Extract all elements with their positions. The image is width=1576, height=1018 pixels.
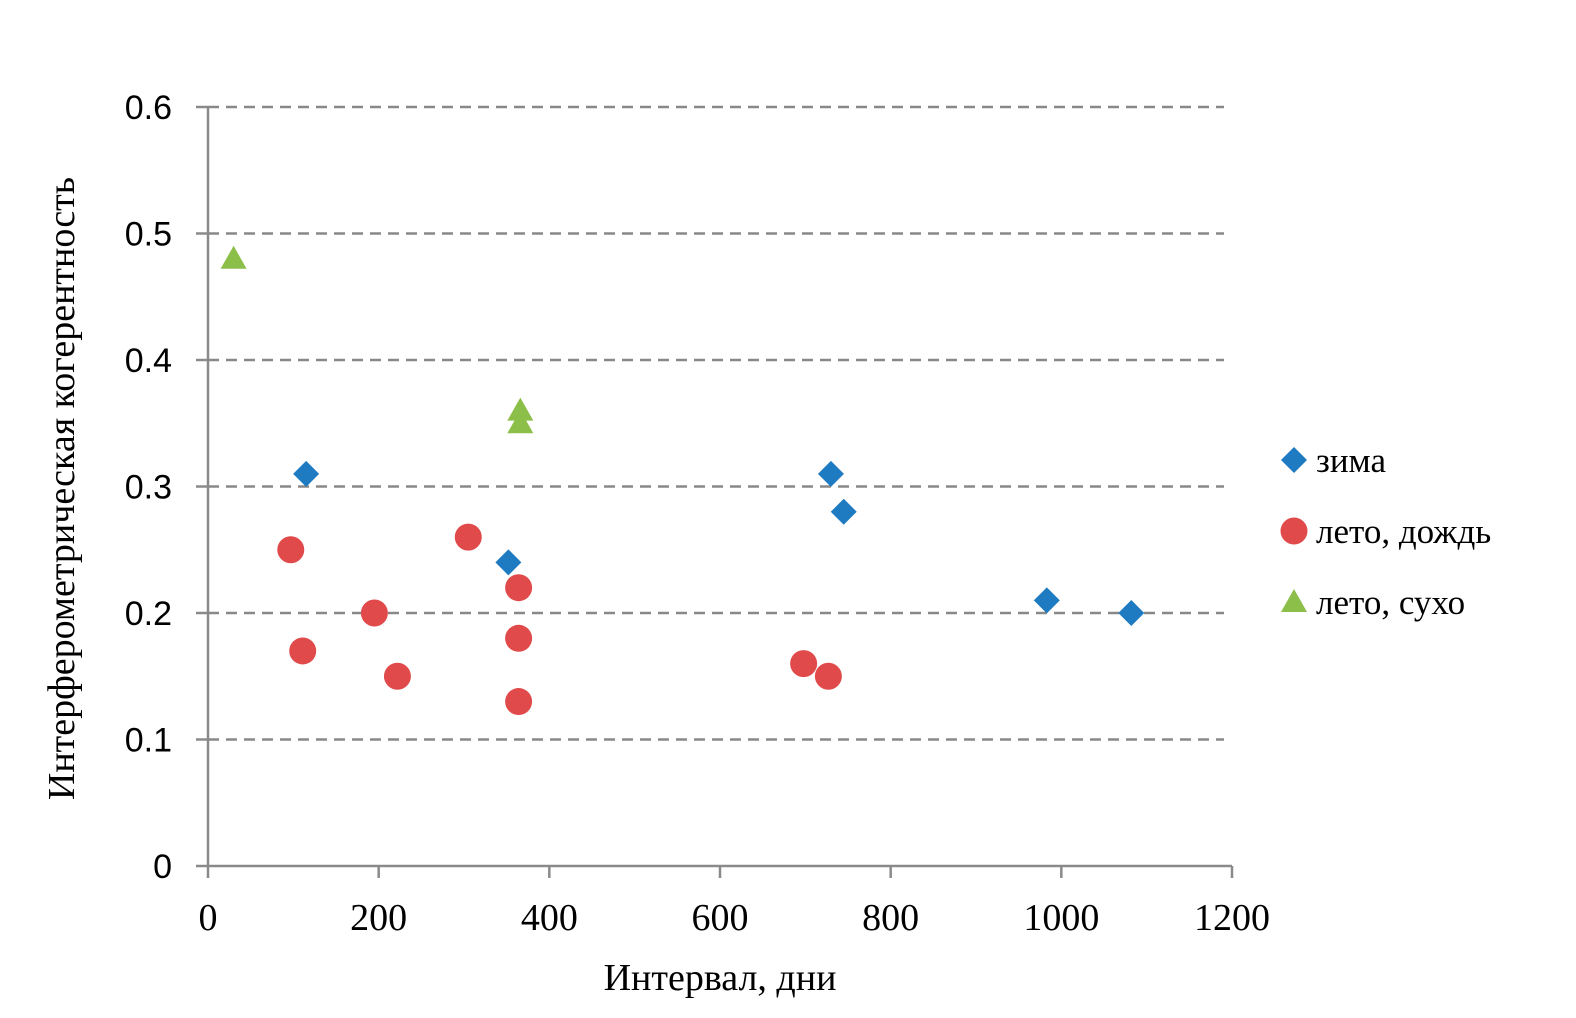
data-point: [507, 397, 534, 421]
x-tick-label: 200: [350, 897, 407, 939]
x-tick-label: 1200: [1194, 897, 1270, 939]
data-point: [505, 574, 533, 602]
x-tick-labels: 0 200 400 600 800 1000 1200: [199, 897, 1271, 939]
legend-item: зима: [1281, 441, 1386, 480]
legend: зима лето, дождь лето, сухо: [1280, 441, 1491, 622]
data-point: [790, 650, 818, 678]
legend-label: зима: [1316, 441, 1386, 480]
data-point: [289, 637, 317, 665]
data-point: [277, 536, 305, 564]
y-tick-label: 0.2: [125, 595, 172, 633]
x-tick-label: 800: [862, 897, 919, 939]
axes: [196, 105, 1234, 878]
y-axis-title: Интерферометрическая когерентность: [41, 177, 83, 800]
x-tick-label: 1000: [1023, 897, 1099, 939]
data-point: [505, 688, 533, 716]
y-tick-label: 0.6: [125, 89, 172, 127]
x-tick-label: 400: [521, 897, 578, 939]
data-point: [817, 460, 844, 487]
series-зима: [293, 460, 1145, 626]
y-tick-labels: 0 0.1 0.2 0.3 0.4 0.5 0.6: [125, 89, 172, 886]
y-tick-label: 0.1: [125, 722, 172, 760]
y-tick-label: 0.4: [125, 342, 172, 380]
y-tick-label: 0: [153, 848, 172, 886]
data-point: [495, 549, 522, 576]
data-points: [220, 245, 1145, 716]
data-point: [293, 460, 320, 487]
legend-item: лето, дождь: [1280, 512, 1491, 551]
data-point: [1033, 587, 1060, 614]
data-point: [360, 599, 388, 627]
data-point: [220, 245, 247, 269]
grid-lines: [208, 105, 1224, 741]
legend-label: лето, сухо: [1316, 583, 1465, 622]
data-point: [814, 662, 842, 690]
data-point: [830, 498, 857, 525]
y-tick-label: 0.3: [125, 469, 172, 507]
legend-marker: [1281, 589, 1307, 612]
series-лето-сухо: [220, 245, 534, 434]
data-point: [505, 624, 533, 652]
legend-marker: [1280, 517, 1308, 545]
data-point: [383, 662, 411, 690]
y-tick-label: 0.5: [125, 216, 172, 254]
data-point: [454, 523, 482, 551]
series-лето-дождь: [277, 523, 842, 716]
x-tick-label: 600: [692, 897, 749, 939]
legend-marker: [1281, 447, 1307, 473]
x-tick-label: 0: [199, 897, 218, 939]
data-point: [507, 410, 534, 434]
x-axis-title: Интервал, дни: [604, 957, 837, 999]
legend-label: лето, дождь: [1316, 512, 1491, 551]
legend-item: лето, сухо: [1281, 583, 1465, 622]
data-point: [1118, 600, 1145, 626]
